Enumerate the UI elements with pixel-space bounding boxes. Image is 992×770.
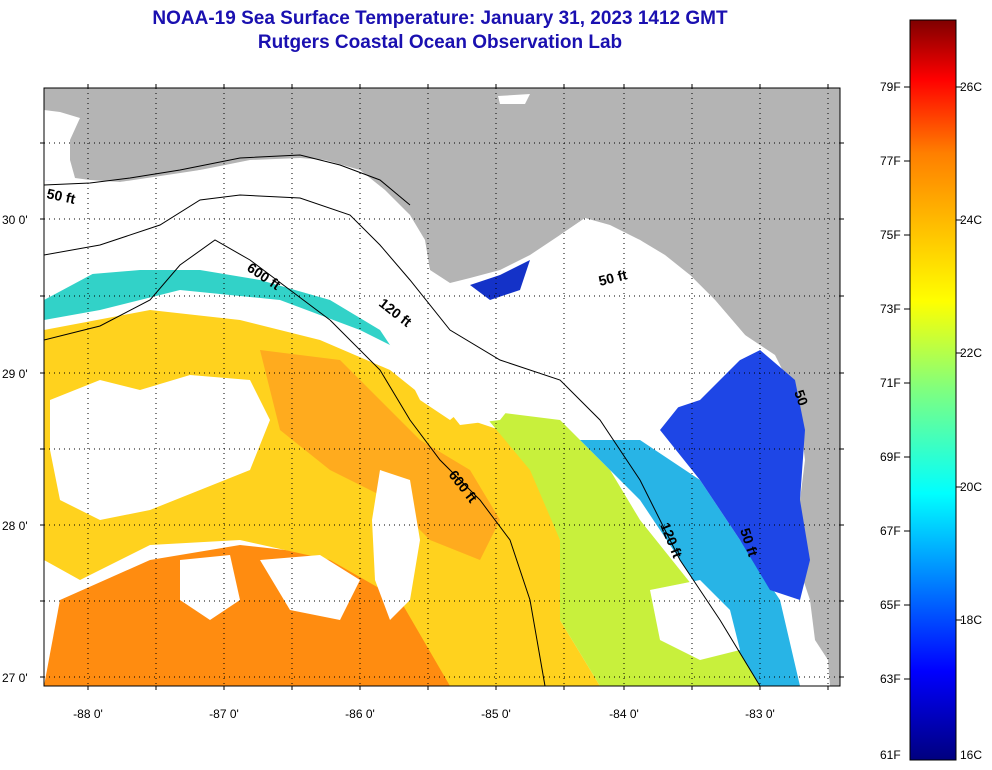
colorbar-label-79F: 79F [880,80,901,94]
colorbar-label-26C: 26C [960,80,982,94]
colorbar-label-24C: 24C [960,213,982,227]
colorbar-label-65F: 65F [880,598,901,612]
colorbar-label-69F: 69F [880,450,901,464]
lon-label-86: -86 0' [345,707,375,721]
lon-label-88: -88 0' [73,707,103,721]
colorbar-label-18C: 18C [960,613,982,627]
cloud-south-mid [260,555,360,620]
map-subtitle: Rutgers Coastal Ocean Observation Lab [257,32,623,53]
colorbar-label-61F: 61F [880,748,901,762]
map-frame [43,87,841,687]
colorbar-ticks [904,86,962,680]
colorbar-label-22C: 22C [960,346,982,360]
sst-teal-east [580,440,800,686]
cloud-northeast [540,218,760,380]
contour-120ft [44,194,761,686]
contour-50ft [44,154,411,206]
lon-label-87: -87 0' [209,707,239,721]
colorbar-label-77F: 77F [880,154,901,168]
lon-label-85: -85 0' [481,707,511,721]
cloud-center [440,385,520,425]
lon-label-83: -83 0' [745,707,775,721]
cloud-southwest [180,555,240,620]
colorbar-label-71F: 71F [880,376,901,390]
contour-label-50-coast: 50 [791,388,811,408]
map-title: NOAA-19 Sea Surface Temperature: January… [152,8,728,29]
cloud-south-east [650,580,740,660]
colorbar-label-63F: 63F [880,672,901,686]
axis-ticks [40,84,844,690]
cloud-south-center [372,470,420,620]
sst-blue-east [660,350,810,600]
lat-label-28: 28 0' [2,519,28,533]
cloud-fragment-top [498,94,530,104]
land-north [44,88,840,686]
colorbar [909,19,957,761]
cloud-west [50,375,270,520]
lat-label-30: 30 0' [2,213,28,227]
cloud-shelf [44,160,740,420]
colorbar-label-16C: 16C [960,748,982,762]
lon-label-84: -84 0' [609,707,639,721]
map-area: 50 ft 600 ft 120 ft 50 ft 600 ft 120 ft … [44,88,840,686]
contour-label-50ft-west: 50 ft [45,185,77,207]
sst-orange-mid [260,350,500,560]
colorbar-label-73F: 73F [880,302,901,316]
contour-600ft-north [44,239,331,341]
lat-label-29: 29 0' [2,367,28,381]
colorbar-label-20C: 20C [960,480,982,494]
lat-label-27: 27 0' [2,671,28,685]
contour-label-50ft-east: 50 ft [597,266,629,289]
sst-blue-bay [470,260,530,300]
contour-600ft-south [329,319,546,686]
colorbar-label-67F: 67F [880,524,901,538]
colorbar-label-75F: 75F [880,228,901,242]
